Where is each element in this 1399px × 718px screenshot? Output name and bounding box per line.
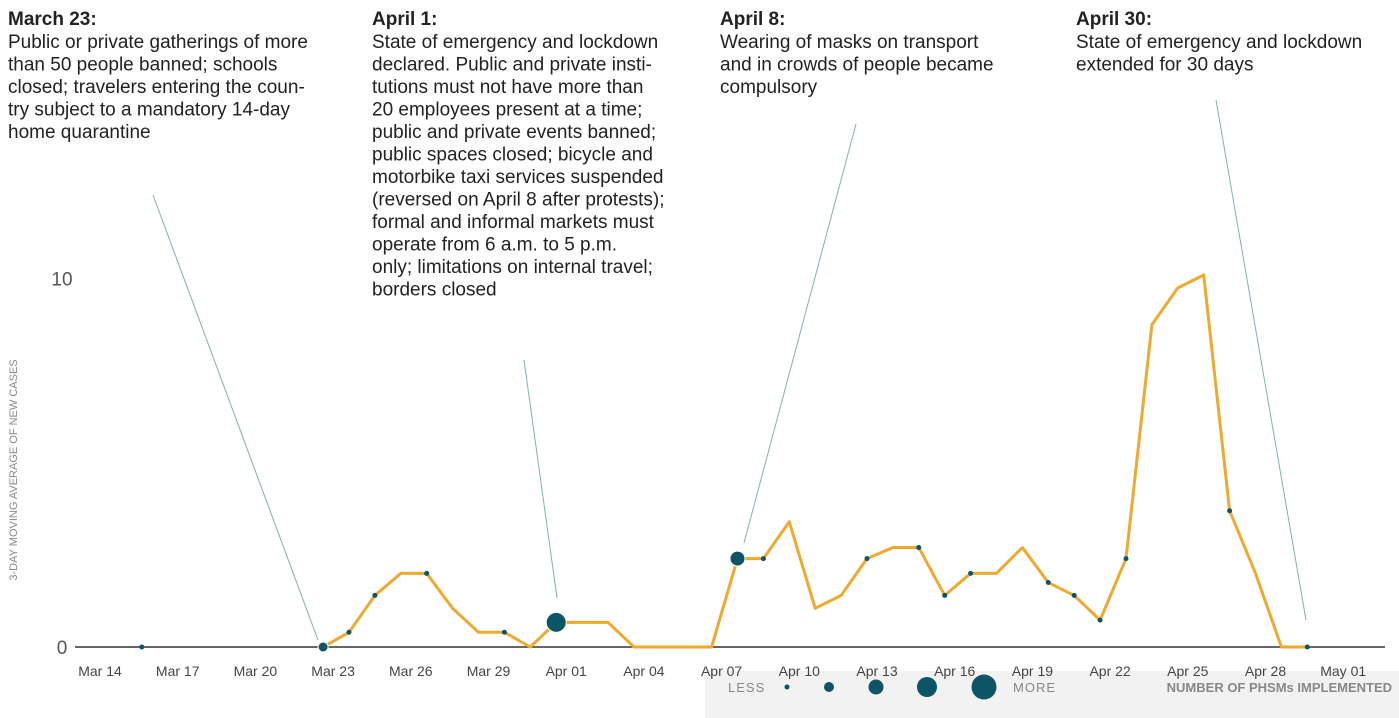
legend-dot (784, 684, 790, 690)
phsm-dot (317, 641, 329, 653)
x-tick-label: Apr 28 (1245, 663, 1286, 679)
legend-dot (971, 674, 997, 700)
annotation-leader (152, 194, 319, 641)
x-tick-label: Mar 26 (389, 663, 433, 679)
annotation-title: March 23: (8, 9, 97, 30)
annotation-text: operate from 6 a.m. to 5 p.m. (372, 235, 617, 256)
annotation-text: public spaces closed; bicycle and (372, 145, 653, 166)
x-tick-label: Apr 13 (856, 663, 897, 679)
legend-less: LESS (728, 680, 765, 695)
annotation-leader (523, 359, 558, 599)
annotation-text: Wearing of masks on transport (720, 32, 979, 53)
phsm-dot (729, 550, 746, 567)
annotation-text: try subject to a mandatory 14-day (8, 100, 290, 121)
phsm-dot (424, 570, 430, 576)
phsm-dot (760, 556, 766, 562)
line (322, 273, 1308, 649)
annotation-text: motorbike taxi services suspended (372, 167, 663, 188)
legend-dot (824, 682, 834, 692)
phsm-dot (864, 556, 870, 562)
phsm-dot (1123, 556, 1129, 562)
annotation-text: Public or private gatherings of more (8, 32, 308, 53)
annotation-text: declared. Public and private insti- (372, 55, 652, 76)
x-tick-label: Apr 25 (1167, 663, 1208, 679)
x-tick-label: Apr 04 (623, 663, 664, 679)
annotation-text: public and private events banned; (372, 122, 656, 143)
phsm-dot (1071, 592, 1077, 598)
annotation-text: extended for 30 days (1076, 55, 1253, 76)
phsm-dot (1227, 508, 1233, 514)
legend-more: MORE (1013, 680, 1056, 695)
annotation-text: tutions must not have more than (372, 77, 643, 98)
phsm-dot (346, 629, 352, 635)
phsm-dot (372, 592, 378, 598)
annotation-text: closed; travelers entering the coun- (8, 77, 305, 98)
y-axis-label: 3-DAY MOVING AVERAGE OF NEW CASES (8, 359, 20, 580)
annotation-title: April 1: (372, 9, 437, 30)
annotation-text: 20 employees present at a time; (372, 100, 642, 121)
annotation-text: than 50 people banned; schools (8, 55, 277, 76)
annotation-text: borders closed (372, 280, 497, 301)
phsm-dot (1304, 644, 1310, 650)
annotation-title: April 8: (720, 9, 785, 30)
x-tick-label: Apr 16 (934, 663, 975, 679)
annotation-text: and in crowds of people became (720, 55, 994, 76)
y-tick-label: 0 (57, 638, 68, 659)
phsm-dot (916, 545, 922, 551)
annotation-text: State of emergency and lockdown (1076, 32, 1362, 53)
legend-dot (868, 679, 884, 695)
annotation-text: only; limitations on internal travel; (372, 257, 653, 278)
annotation-title: April 30: (1076, 9, 1152, 30)
x-tick-label: Mar 14 (78, 663, 122, 679)
legend-background (705, 671, 1399, 718)
annotation-text: home quarantine (8, 122, 151, 143)
phsm-dot (139, 644, 145, 650)
x-tick-label: Apr 22 (1089, 663, 1130, 679)
phsm-dot (501, 629, 507, 635)
x-tick-label: Mar 20 (234, 663, 278, 679)
annotation-text: (reversed on April 8 after protests); (372, 190, 665, 211)
annotation-text: compulsory (720, 77, 818, 98)
x-tick-label: Apr 19 (1012, 663, 1053, 679)
x-tick-label: Apr 07 (701, 663, 742, 679)
legend-dot (917, 677, 937, 697)
legend-title: NUMBER OF PHSMs IMPLEMENTED (1167, 680, 1392, 695)
phsm-dot (1045, 580, 1051, 586)
x-tick-label: Mar 29 (467, 663, 511, 679)
annotation-leader (1215, 99, 1307, 621)
phsm-dot (1097, 617, 1103, 623)
annotation-text: formal and informal markets must (372, 212, 655, 233)
x-tick-label: Mar 17 (156, 663, 200, 679)
x-tick-label: Apr 01 (546, 663, 587, 679)
x-tick-label: Mar 23 (311, 663, 355, 679)
phsm-dot (968, 570, 974, 576)
annotation-text: State of emergency and lockdown (372, 32, 658, 53)
y-tick-label: 10 (51, 270, 72, 291)
annotation-leader (743, 123, 857, 544)
phsm-dot (545, 611, 567, 633)
phsm-dot (942, 592, 948, 598)
x-tick-label: Apr 10 (779, 663, 820, 679)
x-tick-label: May 01 (1320, 663, 1366, 679)
